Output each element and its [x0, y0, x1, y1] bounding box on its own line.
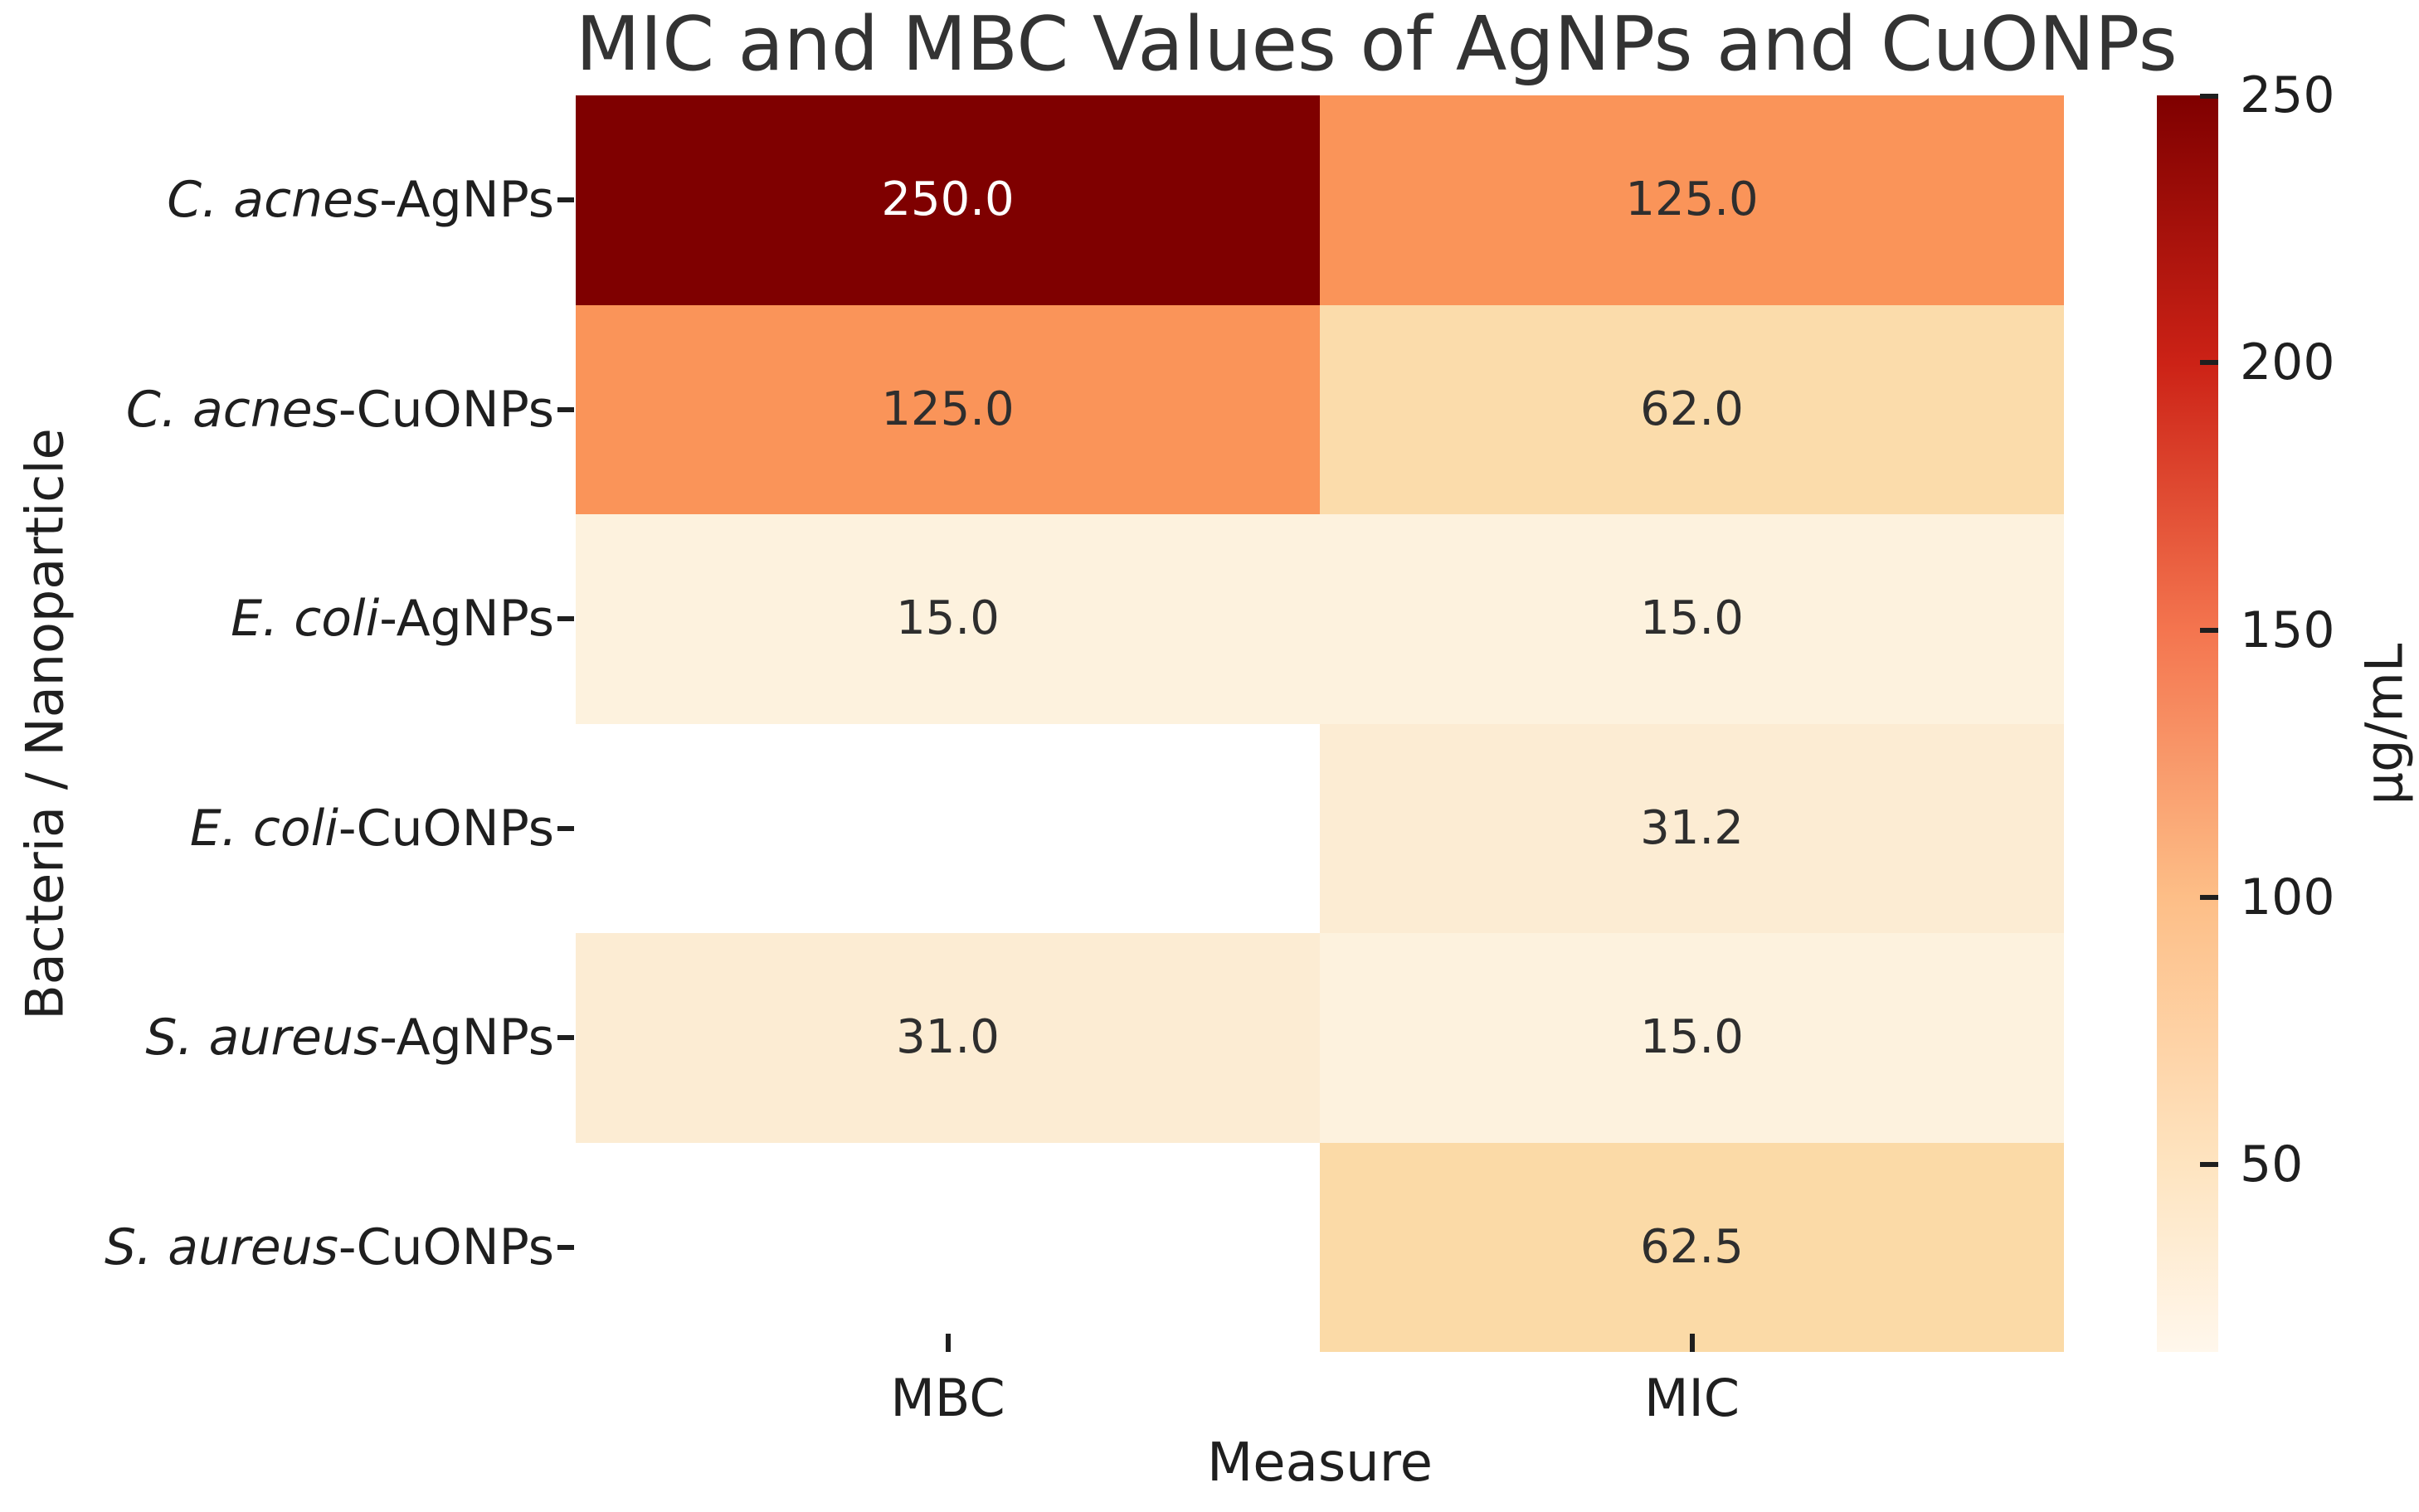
x-tick-label: MBC [890, 1367, 1005, 1428]
row-label-species: S. aureus [105, 1218, 338, 1276]
y-axis-label: Bacteria / Nanoparticle [14, 428, 75, 1020]
cell-value: 250.0 [881, 173, 1015, 227]
row-label-suffix: -AgNPs [379, 171, 554, 230]
colorbar-tick-label: 250 [2240, 66, 2335, 124]
x-tick-mark [1689, 1334, 1695, 1352]
y-tick-mark [557, 616, 574, 622]
heatmap-cell: 15.0 [1320, 514, 2064, 724]
heatmap-cell: 15.0 [1320, 933, 2064, 1143]
heatmap-cell [576, 1142, 1320, 1352]
cell-value: 125.0 [881, 382, 1015, 436]
chart-title: MIC and MBC Values of AgNPs and CuONPs [576, 1, 2178, 88]
row-label-species: S. aureus [145, 1009, 380, 1067]
row-label: S. aureus -CuONPs [0, 1216, 554, 1279]
cell-value: 15.0 [896, 591, 1000, 646]
y-tick-mark [557, 406, 574, 412]
row-label-suffix: -AgNPs [379, 1009, 554, 1067]
x-tick-mark [945, 1334, 951, 1352]
cell-value: 15.0 [1640, 591, 1744, 646]
row-label: C. acnes -AgNPs [0, 168, 554, 231]
heatmap-cell: 15.0 [576, 514, 1320, 724]
row-label-species: E. coli [231, 590, 380, 649]
x-tick-label: MIC [1643, 1367, 1740, 1428]
heatmap: 250.0 125.0 125.0 62.0 15.0 15.0 31.2 31.0 15.0 6… [576, 95, 2064, 1352]
row-label-suffix: -CuONPs [338, 1218, 554, 1276]
colorbar-tick-label: 200 [2240, 333, 2335, 392]
row-label: E. coli -CuONPs [0, 797, 554, 860]
row-label: C. acnes -CuONPs [0, 378, 554, 441]
cell-value: 31.2 [1640, 800, 1744, 855]
y-tick-mark [557, 1035, 574, 1041]
heatmap-cell: 125.0 [1320, 95, 2064, 305]
heatmap-cell: 250.0 [576, 95, 1320, 305]
x-axis-label: Measure [1207, 1432, 1433, 1494]
row-label-species: E. coli [189, 799, 338, 858]
colorbar-tick-mark [2200, 360, 2218, 366]
colorbar-tick-mark [2200, 895, 2218, 901]
row-label: S. aureus -AgNPs [0, 1006, 554, 1069]
cell-value: 125.0 [1625, 173, 1759, 227]
row-label-suffix: -CuONPs [338, 799, 554, 858]
y-tick-mark [557, 825, 574, 831]
row-label-suffix: -AgNPs [379, 590, 554, 649]
heatmap-cell: 62.0 [1320, 304, 2064, 514]
colorbar-unit-label: µg/mL [2353, 643, 2415, 805]
row-label: E. coli -AgNPs [0, 587, 554, 650]
cell-value: 62.5 [1640, 1219, 1744, 1274]
row-label-suffix: -CuONPs [338, 380, 554, 439]
heatmap-cell: 125.0 [576, 304, 1320, 514]
y-tick-mark [557, 197, 574, 203]
colorbar-tick-mark [2200, 94, 2218, 99]
row-label-species: C. acnes [125, 380, 338, 439]
y-tick-mark [557, 1244, 574, 1250]
colorbar-gradient [2157, 95, 2218, 1352]
colorbar-tick-label: 50 [2240, 1135, 2304, 1194]
heatmap-cell: 31.0 [576, 933, 1320, 1143]
heatmap-cell [576, 723, 1320, 933]
colorbar-tick-mark [2200, 1162, 2218, 1168]
colorbar-tick-label: 100 [2240, 868, 2335, 927]
cell-value: 62.0 [1640, 382, 1744, 436]
row-label-species: C. acnes [167, 171, 380, 230]
heatmap-cell: 31.2 [1320, 723, 2064, 933]
heatmap-cell: 62.5 [1320, 1142, 2064, 1352]
colorbar-tick-mark [2200, 627, 2218, 633]
cell-value: 15.0 [1640, 1010, 1744, 1065]
cell-value: 31.0 [896, 1010, 1000, 1065]
colorbar-tick-label: 150 [2240, 600, 2335, 659]
